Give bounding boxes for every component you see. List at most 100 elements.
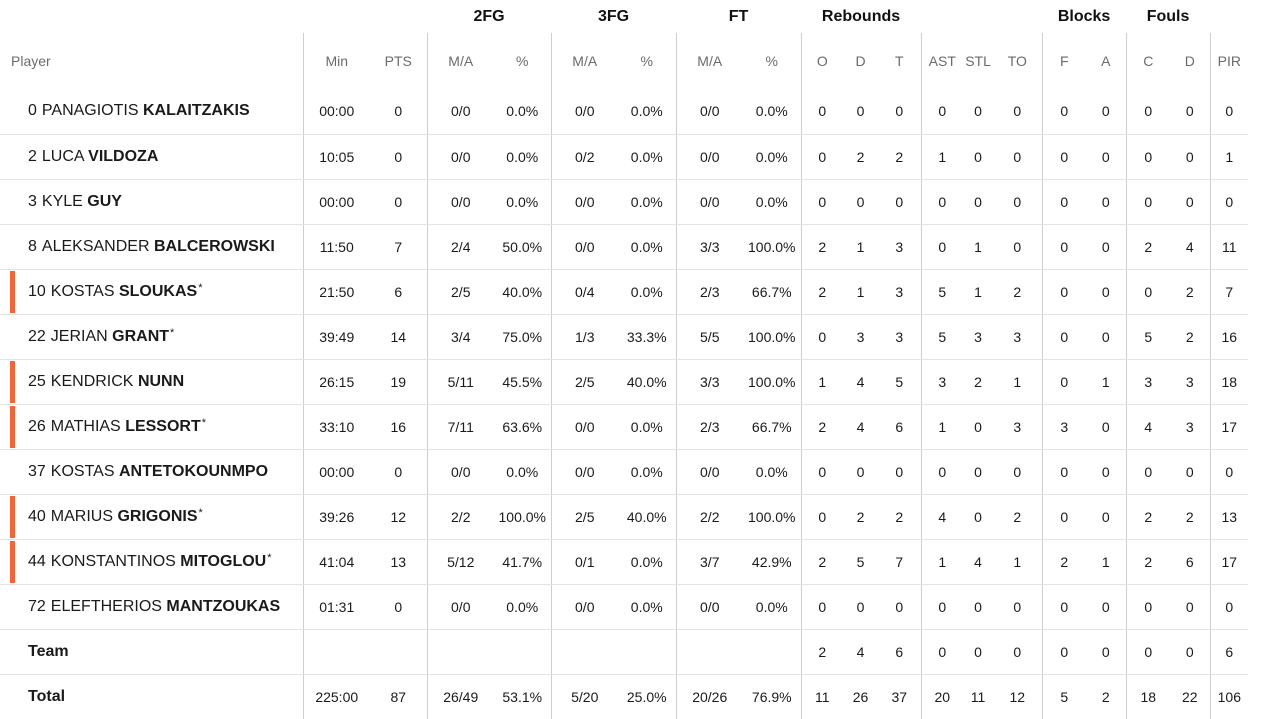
stat-reb-t: 3: [878, 314, 922, 360]
col-header-to[interactable]: TO: [1007, 53, 1027, 69]
stat-3fg-pct: 0.0%: [618, 449, 676, 495]
stat-blk-f: 0: [1041, 494, 1087, 540]
player-star-marker: *: [201, 416, 207, 429]
stat-ast: 1: [920, 404, 964, 450]
stat-fouls-c: 0: [1125, 449, 1171, 495]
stat-blk-f: 0: [1041, 179, 1087, 225]
col-header-fouls-c[interactable]: C: [1125, 33, 1171, 89]
col-header-player[interactable]: Player: [11, 53, 51, 69]
stat-reb-t: 0: [878, 179, 922, 225]
col-header-3fg-ma[interactable]: M/A: [550, 33, 618, 89]
col-header-reb-o[interactable]: O: [800, 33, 844, 89]
col-header-blk-a[interactable]: A: [1101, 53, 1111, 69]
stat-2fg-ma: 0/0: [426, 134, 494, 180]
stat-min: 01:31: [302, 584, 370, 630]
stat-stl: 3: [963, 314, 994, 360]
team-2fg-pct: [494, 629, 551, 675]
stat-to: 2: [993, 269, 1043, 315]
player-number: 3: [28, 192, 37, 210]
player-number: 40: [28, 507, 46, 525]
player-cell[interactable]: 44 KONSTANTINOS MITOGLOU*: [0, 539, 303, 585]
group-header-ft: FT: [728, 7, 749, 25]
stat-fouls-c: 0: [1125, 179, 1171, 225]
stat-stl: 0: [963, 404, 994, 450]
col-header-min[interactable]: Min: [302, 33, 370, 89]
player-cell[interactable]: 37 KOSTAS ANTETOKOUNMPO: [0, 449, 303, 495]
team-blk-f: 0: [1041, 629, 1087, 675]
stat-fouls-c: 2: [1125, 539, 1171, 585]
stat-ast: 1: [920, 539, 964, 585]
group-header-fouls: Fouls: [1146, 7, 1190, 25]
stat-pts: 14: [370, 314, 427, 360]
player-number: 44: [28, 552, 46, 570]
player-cell[interactable]: 72 ELEFTHERIOS MANTZOUKAS: [0, 584, 303, 630]
stat-fouls-c: 3: [1125, 359, 1171, 405]
stat-blk-a: 0: [1086, 314, 1127, 360]
player-cell[interactable]: 22 JERIAN GRANT*: [0, 314, 303, 360]
player-row: 40 MARIUS GRIGONIS* 39:26 12 2/2 100.0% 2/5 40.…: [0, 494, 1249, 540]
stat-pir: 13: [1209, 494, 1249, 540]
stat-2fg-ma: 2/5: [426, 269, 494, 315]
player-cell[interactable]: 8 ALEKSANDER BALCEROWSKI: [0, 224, 303, 270]
stat-reb-o: 0: [800, 179, 844, 225]
player-cell[interactable]: 3 KYLE GUY: [0, 179, 303, 225]
stat-fouls-d: 0: [1170, 179, 1211, 225]
stat-ft-pct: 66.7%: [743, 269, 802, 315]
stat-stl: 0: [963, 89, 994, 135]
total-ast: 20: [920, 674, 964, 719]
stat-ast: 4: [920, 494, 964, 540]
col-header-2fg-pct[interactable]: %: [516, 53, 529, 69]
player-cell[interactable]: 25 KENDRICK NUNN: [0, 359, 303, 405]
stat-2fg-pct: 0.0%: [494, 449, 551, 495]
player-cell[interactable]: 26 MATHIAS LESSORT*: [0, 404, 303, 450]
total-row: Total 225:00 87 26/49 53.1% 5/20 25.0% 2…: [0, 674, 1249, 719]
stat-pir: 17: [1209, 404, 1249, 450]
stat-reb-t: 5: [878, 359, 922, 405]
stat-2fg-pct: 50.0%: [494, 224, 551, 270]
col-header-pts[interactable]: PTS: [384, 53, 412, 69]
player-number: 2: [28, 147, 37, 165]
stat-stl: 1: [963, 224, 994, 270]
col-header-3fg-pct[interactable]: %: [640, 53, 653, 69]
stat-reb-o: 2: [800, 224, 844, 270]
total-2fg-pct: 53.1%: [502, 688, 543, 705]
col-header-reb-d[interactable]: D: [855, 53, 866, 69]
col-header-pir[interactable]: PIR: [1209, 33, 1249, 89]
team-stl: 0: [963, 629, 994, 675]
col-header-2fg-ma[interactable]: M/A: [426, 33, 494, 89]
stat-stl: 0: [963, 494, 994, 540]
stat-pir: 11: [1209, 224, 1249, 270]
stat-blk-f: 0: [1041, 89, 1087, 135]
col-header-reb-t[interactable]: T: [895, 53, 904, 69]
stat-reb-t: 6: [878, 404, 922, 450]
col-header-blk-f[interactable]: F: [1041, 33, 1087, 89]
stat-min: 00:00: [302, 179, 370, 225]
stat-fouls-c: 0: [1125, 584, 1171, 630]
group-header-empty: [0, 0, 303, 33]
total-3fg-ma: 5/20: [550, 674, 618, 719]
stat-reb-o: 0: [800, 314, 844, 360]
stat-reb-t: 3: [878, 269, 922, 315]
stat-2fg-ma: 0/0: [426, 584, 494, 630]
stat-pts: 0: [370, 449, 427, 495]
col-header-ft-ma[interactable]: M/A: [675, 33, 743, 89]
stat-to: 3: [993, 404, 1043, 450]
col-header-stl[interactable]: STL: [965, 53, 991, 69]
team-ft-ma: [675, 629, 743, 675]
stat-3fg-pct: 0.0%: [618, 179, 676, 225]
stat-pir: 7: [1209, 269, 1249, 315]
stat-blk-f: 0: [1041, 134, 1087, 180]
player-last-name: GUY: [87, 192, 122, 210]
col-header-fouls-d[interactable]: D: [1184, 53, 1195, 69]
col-header-ft-pct[interactable]: %: [765, 53, 778, 69]
player-cell[interactable]: 0 PANAGIOTIS KALAITZAKIS: [0, 89, 303, 135]
stat-ft-ma: 0/0: [675, 449, 743, 495]
team-label: Team: [0, 629, 303, 675]
player-cell[interactable]: 40 MARIUS GRIGONIS*: [0, 494, 303, 540]
col-header-ast[interactable]: AST: [920, 33, 964, 89]
player-cell[interactable]: 2 LUCA VILDOZA: [0, 134, 303, 180]
total-pts: 87: [390, 688, 407, 705]
total-min: 225:00: [302, 674, 370, 719]
player-cell[interactable]: 10 KOSTAS SLOUKAS*: [0, 269, 303, 315]
